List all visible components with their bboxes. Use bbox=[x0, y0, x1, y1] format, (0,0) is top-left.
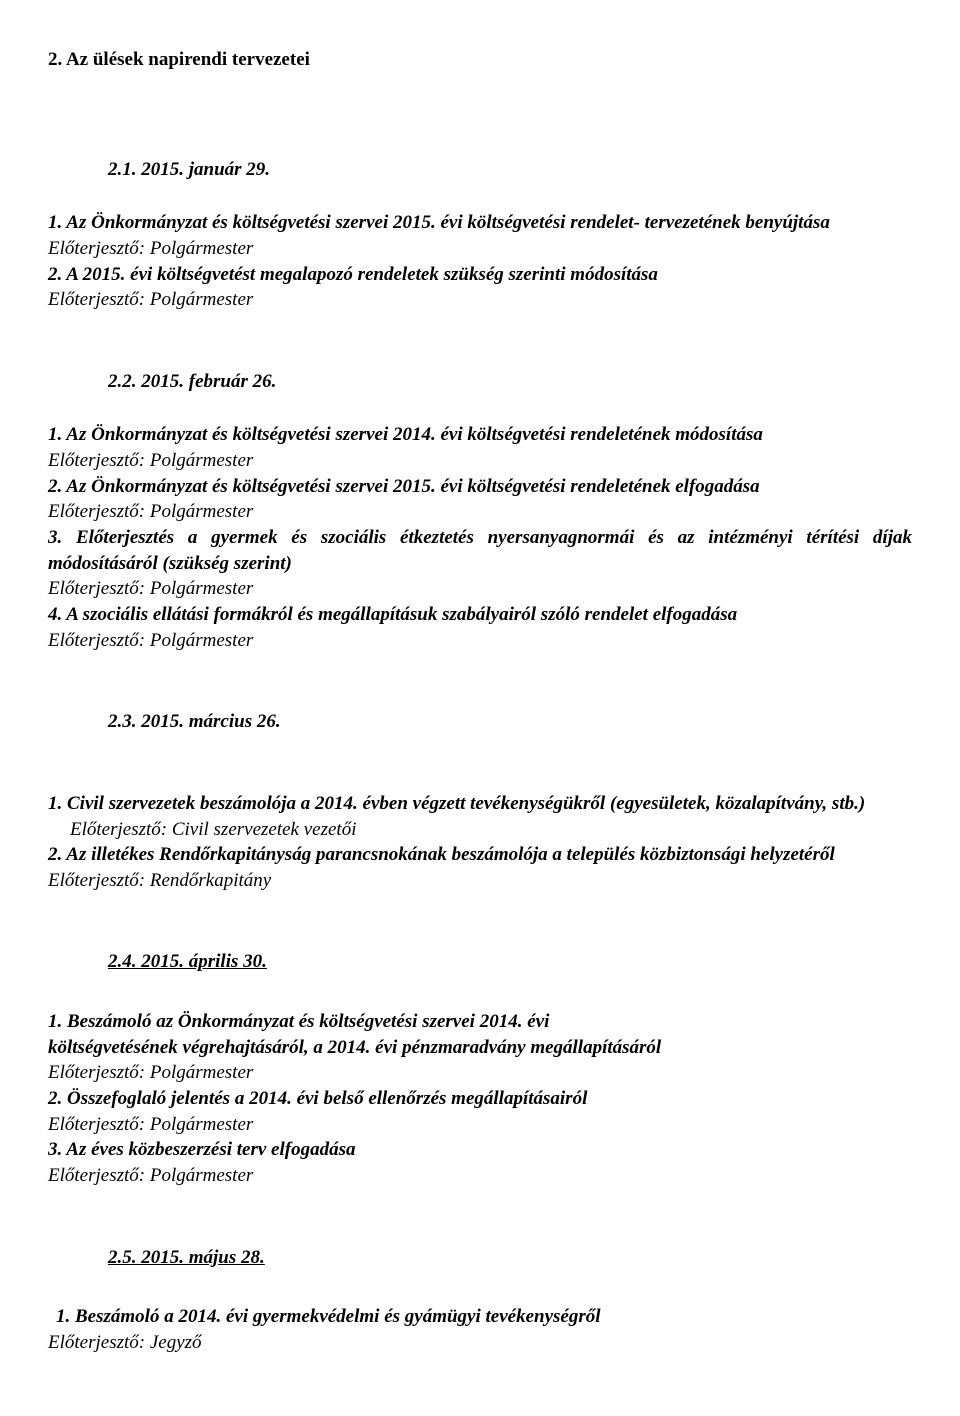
item-2-4-presenter: Előterjesztő: Polgármester bbox=[48, 628, 912, 654]
item-2-4-title: 4. A szociális ellátási formákról és meg… bbox=[48, 602, 912, 628]
item-4-2-presenter: Előterjesztő: Polgármester bbox=[48, 1112, 912, 1138]
item-4-1-title-a: 1. Beszámoló az Önkormányzat és költségv… bbox=[48, 1009, 912, 1035]
date-2-5: 2.5. 2015. május 28. bbox=[108, 1245, 912, 1271]
item-2-1-presenter: Előterjesztő: Polgármester bbox=[48, 448, 912, 474]
item-4-3-presenter: Előterjesztő: Polgármester bbox=[48, 1163, 912, 1189]
item-5-1-presenter: Előterjesztő: Jegyző bbox=[48, 1330, 912, 1356]
item-4-3-title: 3. Az éves közbeszerzési terv elfogadása bbox=[48, 1137, 912, 1163]
item-4-2-title: 2. Összefoglaló jelentés a 2014. évi bel… bbox=[48, 1086, 912, 1112]
item-1-1-presenter: Előterjesztő: Polgármester bbox=[48, 236, 912, 262]
date-2-3: 2.3. 2015. március 26. bbox=[108, 709, 912, 735]
item-3-1-presenter: Előterjesztő: Civil szervezetek vezetői bbox=[48, 817, 912, 843]
item-2-2-title: 2. Az Önkormányzat és költségvetési szer… bbox=[48, 474, 912, 500]
item-3-2-presenter: Előterjesztő: Rendőrkapitány bbox=[48, 868, 912, 894]
item-2-3-presenter: Előterjesztő: Polgármester bbox=[48, 576, 912, 602]
item-1-2-presenter: Előterjesztő: Polgármester bbox=[48, 287, 912, 313]
item-5-1-title: 1. Beszámoló a 2014. évi gyermekvédelmi … bbox=[48, 1304, 912, 1330]
item-4-1-title-b: költségvetésének végrehajtásáról, a 2014… bbox=[48, 1035, 912, 1061]
item-1-2-title: 2. A 2015. évi költségvetést megalapozó … bbox=[48, 262, 912, 288]
item-3-2-title: 2. Az illetékes Rendőrkapitányság paranc… bbox=[48, 842, 912, 868]
item-2-1-title: 1. Az Önkormányzat és költségvetési szer… bbox=[48, 422, 912, 448]
date-2-2: 2.2. 2015. február 26. bbox=[108, 369, 912, 395]
date-2-1: 2.1. 2015. január 29. bbox=[108, 157, 912, 183]
item-3-1-title: 1. Civil szervezetek beszámolója a 2014.… bbox=[48, 791, 912, 817]
item-2-3-title: 3. Előterjesztés a gyermek és szociális … bbox=[48, 525, 912, 576]
item-1-1-title: 1. Az Önkormányzat és költségvetési szer… bbox=[48, 210, 912, 236]
item-4-1-presenter: Előterjesztő: Polgármester bbox=[48, 1060, 912, 1086]
item-2-2-presenter: Előterjesztő: Polgármester bbox=[48, 499, 912, 525]
date-2-4: 2.4. 2015. április 30. bbox=[108, 949, 912, 975]
page-title: 2. Az ülések napirendi tervezetei bbox=[48, 47, 912, 73]
